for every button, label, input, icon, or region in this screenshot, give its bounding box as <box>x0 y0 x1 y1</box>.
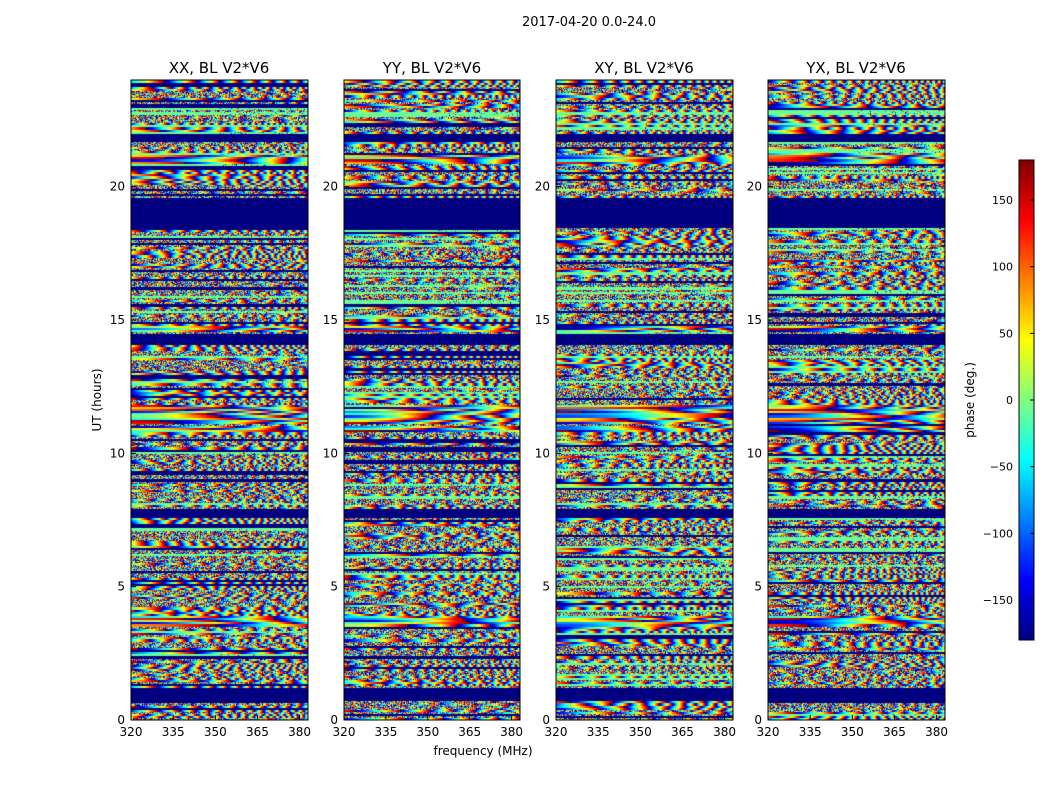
x-axis-label: frequency (MHz) <box>433 744 532 758</box>
heatmap-canvas <box>131 80 308 720</box>
x-tick-label: 380 <box>713 725 736 739</box>
y-ticks: 0 5 10 15 20 <box>747 180 773 727</box>
axes-frame <box>767 79 946 721</box>
y-tick-label: 0 <box>754 713 762 727</box>
x-tick-label: 380 <box>925 725 948 739</box>
y-tick-label: 10 <box>323 446 338 460</box>
x-tick-label: 365 <box>883 725 906 739</box>
heatmap-region <box>768 80 945 720</box>
colorbar-ticks: 150 100 50 0 −50 −100 −150 <box>983 194 1034 607</box>
colorbar: 150 100 50 0 −50 −100 −150 phase (deg.) <box>963 159 1035 641</box>
x-tick-label: 380 <box>500 725 523 739</box>
y-tick-label: 5 <box>542 580 550 594</box>
heatmap-region <box>556 80 733 720</box>
colorbar-tick-label: −150 <box>983 594 1013 607</box>
x-tick-label: 350 <box>204 725 227 739</box>
x-tick-label: 335 <box>799 725 822 739</box>
x-ticks: 320 335 350 365 380 <box>120 715 311 739</box>
colorbar-canvas <box>1019 160 1034 640</box>
colorbar-tick-label: −50 <box>990 461 1013 474</box>
y-tick-label: 10 <box>535 446 550 460</box>
axes-frame <box>555 79 734 721</box>
y-ticks: 0 5 10 15 20 <box>535 180 561 727</box>
y-tick-label: 5 <box>117 580 125 594</box>
x-tick-label: 335 <box>374 725 397 739</box>
colorbar-tick-label: −100 <box>983 527 1013 540</box>
x-tick-label: 335 <box>162 725 185 739</box>
heatmap-canvas <box>556 80 733 720</box>
y-tick-label: 0 <box>542 713 550 727</box>
colorbar-tick-label: 150 <box>992 194 1013 207</box>
y-tick-label: 15 <box>110 313 125 327</box>
x-ticks: 320 335 350 365 380 <box>333 715 523 739</box>
x-tick-label: 320 <box>120 725 143 739</box>
x-tick-label: 335 <box>587 725 610 739</box>
y-tick-label: 20 <box>110 180 125 194</box>
y-tick-label: 5 <box>330 580 338 594</box>
y-ticks: 0 5 10 15 20 <box>110 180 136 727</box>
y-tick-label: 15 <box>535 313 550 327</box>
panel-title: YY, BL V2*V6 <box>382 59 481 77</box>
heatmap-canvas <box>768 80 945 720</box>
y-tick-label: 0 <box>330 713 338 727</box>
panel-yx: YX, BL V2*V6 320 335 350 365 380 0 5 10 15 20 <box>747 59 948 739</box>
x-tick-label: 365 <box>671 725 694 739</box>
y-axis-label: UT (hours) <box>90 368 104 431</box>
y-tick-label: 15 <box>323 313 338 327</box>
y-tick-label: 15 <box>747 313 762 327</box>
colorbar-tick-label: 50 <box>999 327 1013 340</box>
heatmap-region <box>131 80 308 720</box>
colorbar-tick-label: 0 <box>1006 394 1013 407</box>
figure-suptitle: 2017-04-20 0.0-24.0 <box>522 15 656 30</box>
x-tick-label: 380 <box>288 725 311 739</box>
panel-xy: XY, BL V2*V6 320 335 350 365 380 0 5 10 15 20 <box>535 59 736 739</box>
x-tick-label: 365 <box>246 725 269 739</box>
x-ticks: 320 335 350 365 380 <box>757 715 948 739</box>
y-tick-label: 10 <box>747 446 762 460</box>
x-ticks: 320 335 350 365 380 <box>545 715 736 739</box>
colorbar-region <box>1019 160 1034 640</box>
axes-frame <box>343 79 521 721</box>
x-tick-label: 320 <box>545 725 568 739</box>
colorbar-tick-label: 100 <box>992 261 1013 274</box>
x-tick-label: 320 <box>333 725 356 739</box>
y-tick-label: 20 <box>747 180 762 194</box>
x-tick-label: 365 <box>458 725 481 739</box>
x-tick-label: 320 <box>757 725 780 739</box>
y-tick-label: 20 <box>323 180 338 194</box>
heatmap-region <box>344 80 520 720</box>
colorbar-label: phase (deg.) <box>963 362 977 438</box>
y-ticks: 0 5 10 15 20 <box>323 180 349 727</box>
panel-xx: XX, BL V2*V6 320 335 350 365 380 0 5 10 15 20 <box>110 59 311 739</box>
y-tick-label: 20 <box>535 180 550 194</box>
panel-title: YX, BL V2*V6 <box>805 59 906 77</box>
x-tick-label: 350 <box>629 725 652 739</box>
y-tick-label: 5 <box>754 580 762 594</box>
x-tick-label: 350 <box>416 725 439 739</box>
y-tick-label: 10 <box>110 446 125 460</box>
y-tick-label: 0 <box>117 713 125 727</box>
axes-frame <box>130 79 309 721</box>
panel-yy: YY, BL V2*V6 320 335 350 365 380 0 5 10 15 20 <box>323 59 523 739</box>
panel-title: XY, BL V2*V6 <box>594 59 694 77</box>
panel-title: XX, BL V2*V6 <box>169 59 270 77</box>
x-tick-label: 350 <box>841 725 864 739</box>
heatmap-canvas <box>344 80 520 720</box>
